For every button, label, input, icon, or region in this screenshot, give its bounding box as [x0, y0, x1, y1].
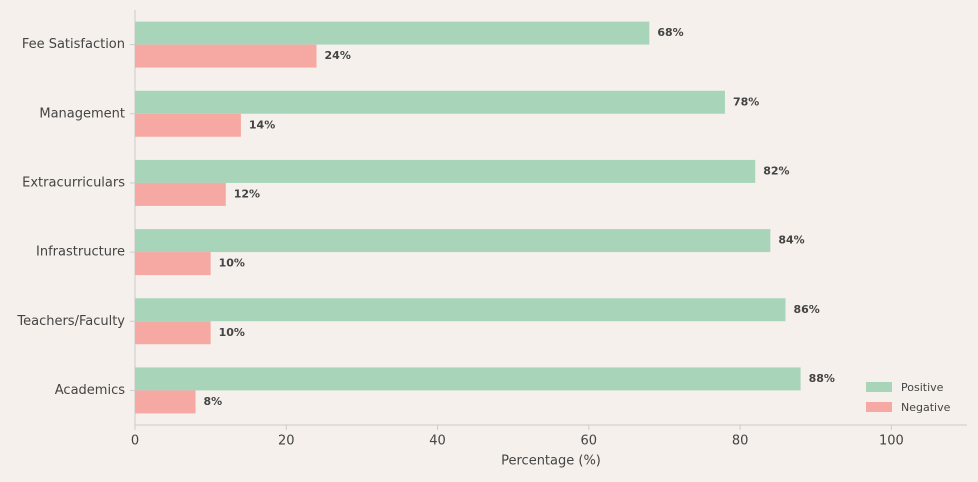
value-label: 78%: [733, 95, 759, 108]
value-label: 8%: [204, 395, 223, 408]
bar: [135, 21, 650, 45]
y-tick-label: Fee Satisfaction: [22, 37, 125, 52]
bar: [135, 252, 211, 276]
legend-label: Positive: [901, 381, 944, 394]
bar: [135, 390, 196, 414]
value-label: 24%: [325, 49, 351, 62]
legend-swatch: [866, 382, 892, 392]
x-tick-label: 60: [581, 434, 598, 449]
value-label: 10%: [219, 326, 245, 339]
bar: [135, 44, 317, 68]
value-label: 68%: [657, 26, 683, 39]
legend-label: Negative: [901, 401, 951, 414]
y-tick-label: Extracurriculars: [22, 175, 125, 190]
x-tick-label: 40: [429, 434, 446, 449]
x-tick-label: 80: [732, 434, 749, 449]
bar: [135, 229, 771, 253]
y-tick-label: Academics: [55, 383, 125, 398]
legend-swatch: [866, 402, 892, 412]
y-tick-label: Management: [39, 106, 125, 121]
bar: [135, 159, 756, 183]
value-label: 86%: [793, 303, 819, 316]
bar: [135, 367, 801, 391]
x-tick-label: 0: [131, 434, 139, 449]
bar: [135, 90, 725, 114]
value-label: 14%: [249, 118, 275, 131]
y-tick-label: Teachers/Faculty: [16, 314, 125, 329]
x-tick-label: 20: [278, 434, 295, 449]
bar: [135, 182, 226, 206]
value-label: 12%: [234, 187, 260, 200]
value-label: 88%: [809, 372, 835, 385]
x-tick-label: 100: [879, 434, 904, 449]
bar: [135, 113, 241, 137]
value-label: 84%: [778, 234, 804, 247]
value-label: 82%: [763, 164, 789, 177]
x-axis-label: Percentage (%): [501, 454, 601, 469]
value-label: 10%: [219, 257, 245, 270]
bar: [135, 298, 786, 322]
y-tick-label: Infrastructure: [36, 245, 125, 260]
bar: [135, 321, 211, 345]
